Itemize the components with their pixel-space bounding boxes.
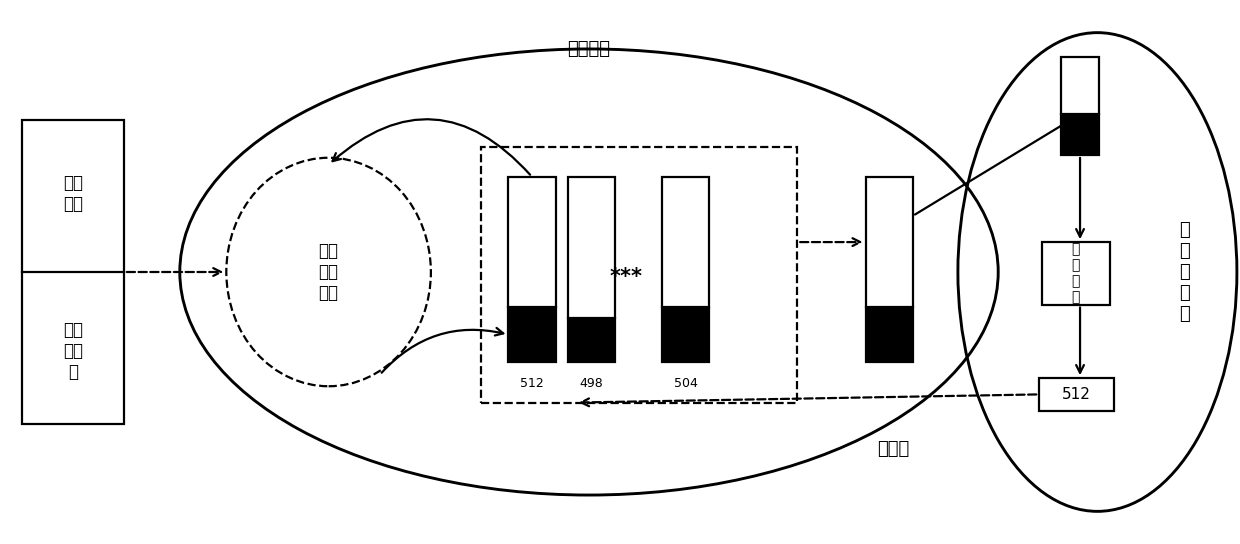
Text: ***: ***: [610, 268, 642, 287]
Text: 512: 512: [520, 377, 544, 390]
Text: 航班
顺序: 航班 顺序: [63, 174, 83, 213]
FancyBboxPatch shape: [568, 318, 615, 362]
Text: 498: 498: [579, 377, 604, 390]
FancyBboxPatch shape: [508, 177, 556, 307]
FancyBboxPatch shape: [866, 177, 913, 307]
FancyBboxPatch shape: [508, 307, 556, 362]
Text: 适应度: 适应度: [877, 440, 909, 458]
FancyBboxPatch shape: [866, 307, 913, 362]
Text: 选择
交叉
变异: 选择 交叉 变异: [319, 242, 339, 302]
Text: 过
点
时
间: 过 点 时 间: [1071, 242, 1080, 305]
FancyBboxPatch shape: [568, 177, 615, 318]
FancyBboxPatch shape: [22, 120, 124, 424]
FancyBboxPatch shape: [1042, 242, 1110, 305]
FancyBboxPatch shape: [662, 307, 709, 362]
FancyBboxPatch shape: [1061, 57, 1099, 114]
FancyBboxPatch shape: [1039, 378, 1114, 411]
Text: 504: 504: [673, 377, 698, 390]
Text: 遗传算法: 遗传算法: [568, 40, 610, 58]
FancyBboxPatch shape: [662, 177, 709, 307]
Text: 512: 512: [1061, 387, 1091, 402]
FancyBboxPatch shape: [1061, 114, 1099, 155]
Text: 适
应
度
计
算: 适 应 度 计 算: [1179, 221, 1189, 323]
Text: 流控
间隔
值: 流控 间隔 值: [63, 321, 83, 381]
